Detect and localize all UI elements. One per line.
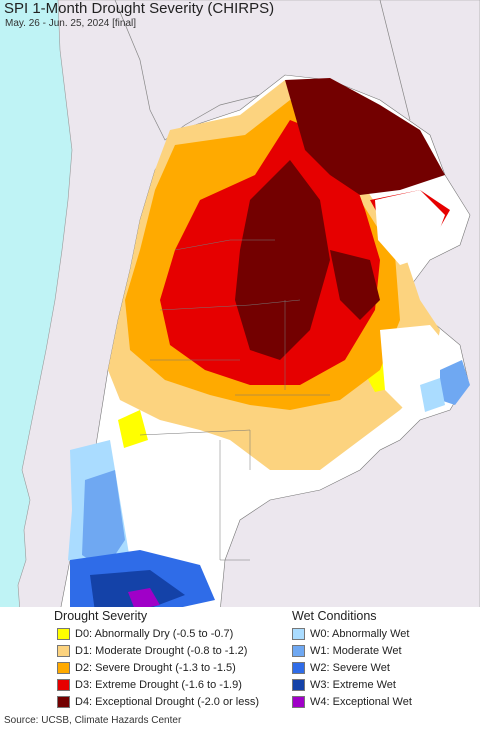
legend: Drought Severity Wet Conditions D0: Abno… [0,607,480,710]
legend-item-w1: W1: Moderate Wet [292,643,402,659]
legend-label: W2: Severe Wet [310,662,390,674]
swatch-w3 [292,679,305,691]
legend-item-d1: D1: Moderate Drought (-0.8 to -1.2) [57,643,247,659]
no-drought-zone [375,190,445,265]
province-borders [139,239,330,561]
date-range: May. 26 - Jun. 25, 2024 [final] [5,18,137,29]
swatch-d1 [57,645,70,657]
legend-label: W3: Extreme Wet [310,679,396,691]
swatch-w0 [292,628,305,640]
legend-label: W4: Exceptional Wet [310,696,412,708]
drought-map [0,0,480,612]
source-credit: Source: UCSB, Climate Hazards Center [4,715,182,726]
swatch-w2 [292,662,305,674]
drought-d0-zone [118,410,148,448]
legend-item-w0: W0: Abnormally Wet [292,626,409,642]
legend-label: W0: Abnormally Wet [310,628,410,640]
legend-item-w2: W2: Severe Wet [292,660,390,676]
drought-d4-zone [330,250,380,320]
wet-w0-zone [420,378,445,412]
legend-item-w4: W4: Exceptional Wet [292,694,412,710]
swatch-d3 [57,679,70,691]
legend-item-w3: W3: Extreme Wet [292,677,396,693]
page-title: SPI 1-Month Drought Severity (CHIRPS) [4,0,275,17]
legend-item-d2: D2: Severe Drought (-1.3 to -1.5) [57,660,236,676]
swatch-d0 [57,628,70,640]
legend-heading-wet: Wet Conditions [292,609,377,623]
legend-label: W1: Moderate Wet [310,645,402,657]
legend-label: D1: Moderate Drought (-0.8 to -1.2) [75,645,248,657]
legend-label: D0: Abnormally Dry (-0.5 to -0.7) [75,628,234,640]
legend-item-d4: D4: Exceptional Drought (-2.0 or less) [57,694,259,710]
legend-heading-drought: Drought Severity [54,609,148,623]
legend-item-d3: D3: Extreme Drought (-1.6 to -1.9) [57,677,242,693]
swatch-w4 [292,696,305,708]
border-line [379,0,411,121]
swatch-w1 [292,645,305,657]
wet-w1-zone [82,470,125,570]
legend-label: D3: Extreme Drought (-1.6 to -1.9) [75,679,242,691]
swatch-d4 [57,696,70,708]
wet-w4-zone [128,588,160,610]
legend-label: D2: Severe Drought (-1.3 to -1.5) [75,662,236,674]
swatch-d2 [57,662,70,674]
legend-label: D4: Exceptional Drought (-2.0 or less) [75,696,260,708]
legend-item-d0: D0: Abnormally Dry (-0.5 to -0.7) [57,626,233,642]
wet-w1-zone [440,360,470,405]
drought-d4-zone [235,160,330,360]
drought-d4-zone [285,78,445,195]
